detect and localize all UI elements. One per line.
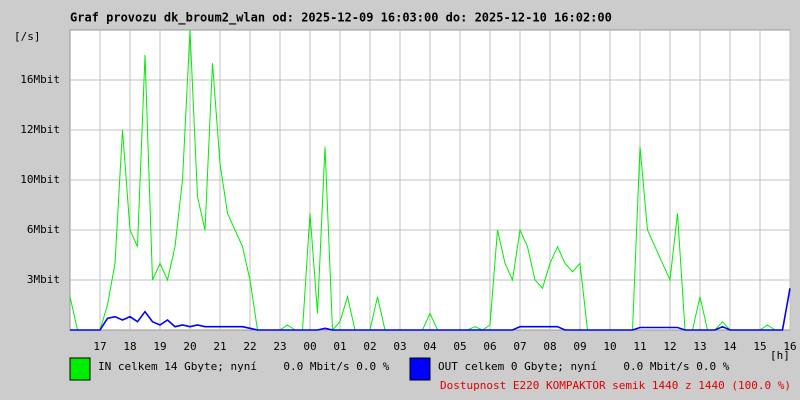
x-tick-label: 13	[693, 340, 706, 353]
x-tick-label: 12	[663, 340, 676, 353]
y-tick-label: 10Mbit	[20, 173, 60, 186]
x-tick-label: 14	[723, 340, 737, 353]
x-tick-label: 00	[303, 340, 316, 353]
availability: Dostupnost E220 KOMPAKTOR semik 1440 z 1…	[440, 379, 791, 392]
legend-swatch	[69, 357, 91, 381]
x-tick-label: 20	[183, 340, 196, 353]
x-tick-label: 16	[783, 340, 796, 353]
x-tick-label: 05	[453, 340, 466, 353]
legend-label: IN celkem 14 Gbyte; nyní 0.0 Mbit/s 0.0 …	[98, 360, 390, 373]
x-tick-label: 08	[543, 340, 556, 353]
x-tick-label: 04	[423, 340, 437, 353]
series-line	[69, 29, 791, 332]
x-unit: [h]	[770, 349, 790, 362]
y-tick-label: 16Mbit	[20, 73, 60, 86]
x-tick-label: 17	[93, 340, 106, 353]
x-tick-label: 11	[633, 340, 646, 353]
y-tick-label: 3Mbit	[27, 273, 60, 286]
x-tick-label: 21	[213, 340, 226, 353]
y-tick-label: 12Mbit	[20, 123, 60, 136]
x-tick-label: 09	[573, 340, 586, 353]
y-unit: [/s]	[14, 30, 41, 43]
x-tick-label: 18	[123, 340, 136, 353]
x-tick-label: 19	[153, 340, 166, 353]
y-tick-label: 6Mbit	[27, 223, 60, 236]
legend-label: OUT celkem 0 Gbyte; nyní 0.0 Mbit/s 0.0 …	[438, 360, 730, 373]
x-tick-label: 22	[243, 340, 256, 353]
chart-title: Graf provozu dk_broum2_wlan od: 2025-12-…	[70, 11, 612, 26]
x-tick-label: 03	[393, 340, 406, 353]
legend-swatch	[409, 357, 431, 381]
x-tick-label: 07	[513, 340, 526, 353]
x-tick-label: 02	[363, 340, 376, 353]
x-tick-label: 01	[333, 340, 346, 353]
x-tick-label: 10	[603, 340, 616, 353]
x-tick-label: 23	[273, 340, 286, 353]
x-tick-label: 15	[753, 340, 766, 353]
x-tick-label: 06	[483, 340, 496, 353]
series-line	[70, 288, 791, 331]
